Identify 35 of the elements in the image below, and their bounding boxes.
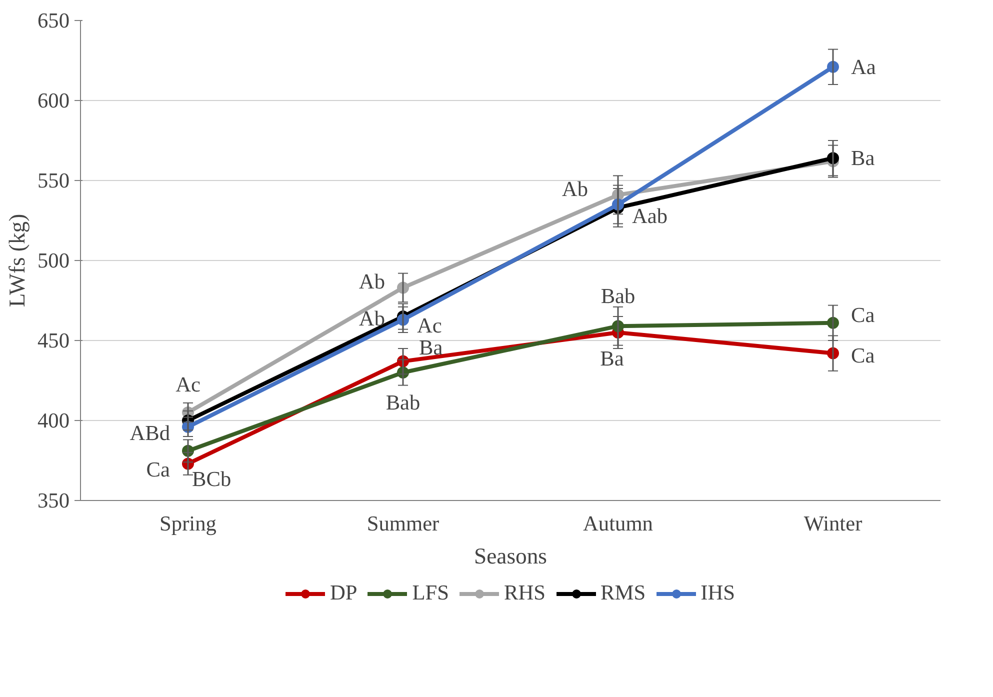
legend-label: RHS: [504, 580, 546, 606]
y-tick-label: 450: [38, 328, 70, 352]
annotation: Ac: [176, 372, 200, 396]
annotation: Ab: [358, 270, 386, 294]
y-axis-title: LWfs (kg): [4, 214, 30, 308]
annotation: Aa: [851, 54, 876, 79]
annotation: Aab: [632, 204, 668, 228]
annotation: Ac: [417, 314, 442, 338]
legend-label: IHS: [700, 580, 735, 606]
annotation: Ba: [600, 346, 624, 370]
annotation: Ba: [419, 335, 444, 360]
y-tick-label: 500: [38, 248, 70, 272]
x-axis-title: Seasons: [474, 544, 548, 568]
legend-label: LFS: [412, 580, 450, 606]
x-tick-label: Spring: [160, 512, 217, 536]
annotation: ABd: [130, 420, 170, 445]
y-tick-label: 550: [38, 168, 70, 192]
x-tick-label: Autumn: [583, 512, 654, 536]
x-tick-label: Summer: [366, 512, 440, 536]
annotation: BCb: [192, 466, 232, 491]
y-tick-label: 600: [38, 88, 70, 112]
y-tick-label: 400: [38, 408, 70, 432]
annotation: Ca: [851, 302, 876, 327]
x-tick-label: Winter: [804, 512, 862, 536]
annotation: Bab: [600, 284, 636, 308]
y-tick-label: 650: [38, 8, 70, 32]
annotation: Bab: [386, 390, 420, 414]
annotation: Ab: [562, 176, 588, 201]
annotation: Ba: [851, 146, 876, 170]
annotation: Ca: [146, 458, 171, 482]
legend-label: DP: [330, 580, 358, 606]
y-tick-label: 350: [38, 488, 70, 512]
annotation: Ca: [851, 343, 876, 368]
legend-label: RMS: [600, 580, 646, 606]
annotation: Ab: [358, 306, 386, 330]
